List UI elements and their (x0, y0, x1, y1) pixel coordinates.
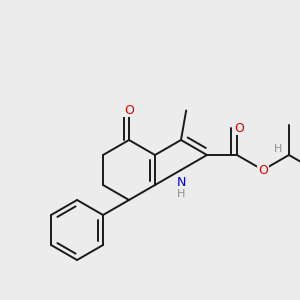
Text: O: O (124, 103, 134, 116)
Text: O: O (258, 164, 268, 176)
Text: H: H (177, 189, 185, 199)
Text: O: O (234, 122, 244, 134)
Text: H: H (274, 144, 282, 154)
Text: N: N (176, 176, 186, 190)
